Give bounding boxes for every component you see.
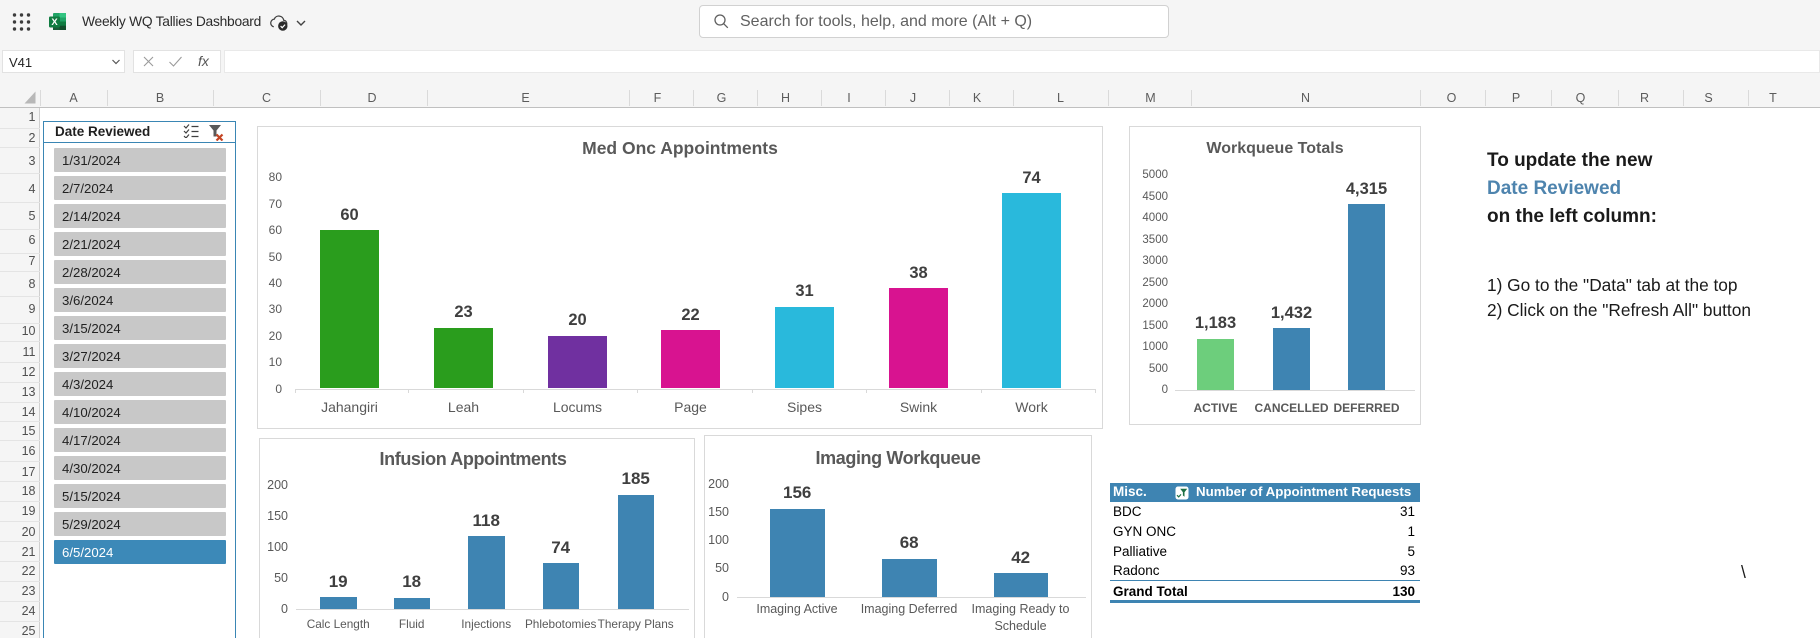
svg-text:X: X [51, 17, 58, 28]
